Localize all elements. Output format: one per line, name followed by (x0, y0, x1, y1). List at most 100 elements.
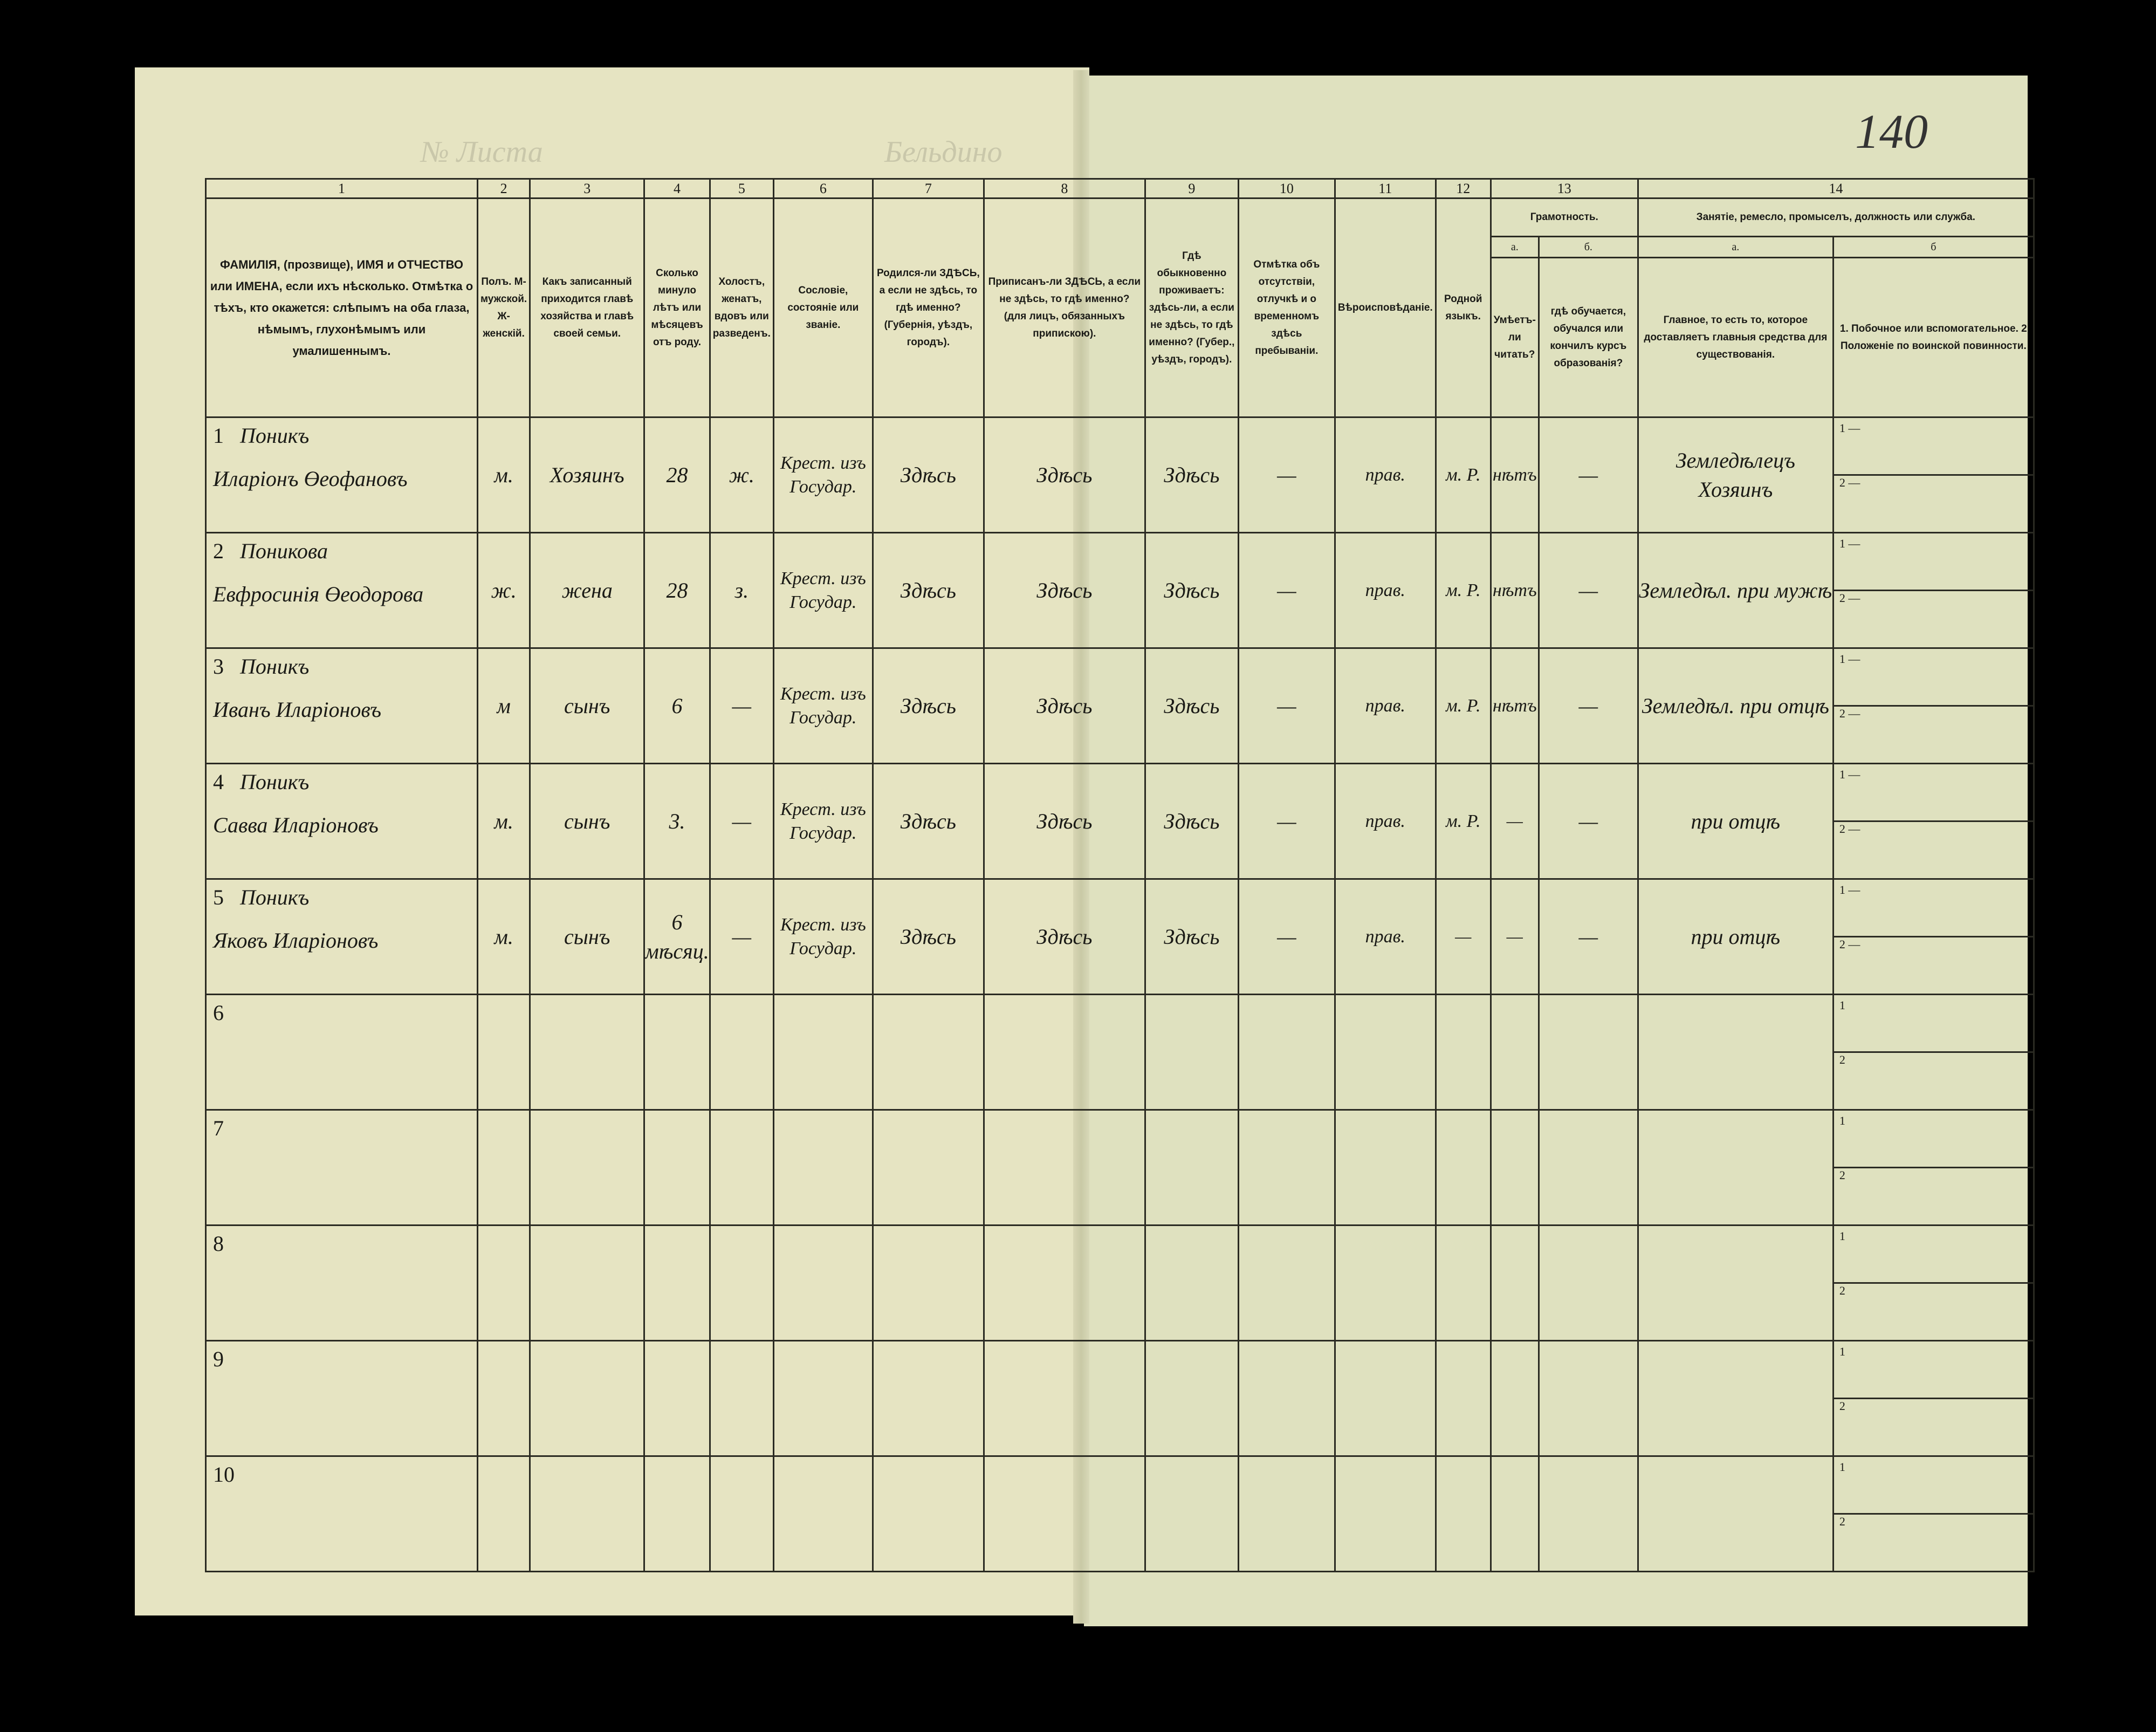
row-number: 5 (213, 885, 224, 909)
table-row: 3 Поникъ Иванъ Иларіоновъ м сынъ 6— Крест. из… (205, 647, 2035, 764)
occupation-cell: Земледѣл. при отцѣ (1637, 647, 1834, 764)
table-row: 2 Поникова Евфросинія Өеодорова ж. жена 28 з.… (205, 532, 2035, 649)
literate-cell (1489, 1455, 1540, 1572)
table-row: 1 Поникъ Иларіонъ Өеофановъ м. Хозяинъ 28 ж. К… (205, 416, 2035, 533)
military-status-2: 2 — (1839, 476, 1860, 489)
literate-cell (1489, 994, 1540, 1111)
header-can-read: Умѣетъ-ли читать? (1489, 257, 1540, 418)
row-number: 2 (213, 539, 224, 563)
faint-village-name: Бельдино (884, 135, 1003, 169)
estate-cell: Крест. изъ Государ. (772, 763, 874, 880)
age-cell: 28 (643, 416, 711, 533)
census-table: 1 2 3 4 5 6 7 8 9 10 11 12 13 14 ФАМИЛІЯ… (205, 178, 2035, 1572)
given-names: Евфросинія Өеодорова (213, 582, 424, 606)
side-occupation-1: 1 — (1834, 652, 2033, 707)
registered-cell: Здѣсь (983, 763, 1146, 880)
age-cell (643, 1109, 711, 1226)
relation-cell: сынъ (529, 763, 646, 880)
name-first-line: 9 (213, 1345, 470, 1374)
sex-cell (476, 1224, 531, 1341)
language-cell: м. Р. (1434, 763, 1492, 880)
education-cell: — (1537, 416, 1639, 533)
relation-cell: жена (529, 532, 646, 649)
marital-cell (709, 1340, 774, 1457)
side-occupation-cell: 1 2 (1832, 1455, 2035, 1572)
born-cell: Здѣсь (871, 416, 985, 533)
name-first-line: 4 Поникъ (213, 768, 470, 797)
col-num: 11 (1334, 178, 1437, 199)
resides-cell (1144, 1224, 1239, 1341)
literate-cell: нѣтъ (1489, 647, 1540, 764)
sex-cell (476, 1109, 531, 1226)
header-occupation: Занятіе, ремесло, промыселъ, должность и… (1637, 197, 2035, 237)
education-cell: — (1537, 647, 1639, 764)
military-status-2: 2 (1839, 1168, 1845, 1182)
marital-cell: з. (709, 532, 774, 649)
side-occupation-cell: 1 2 (1832, 994, 2035, 1111)
side-occupation-cell: 1 2 (1832, 1109, 2035, 1226)
religion-cell: прав. (1334, 416, 1437, 533)
row-number: 4 (213, 770, 224, 794)
education-cell: — (1537, 532, 1639, 649)
header-side-occupation: 1. Побочное или вспомогательное. 2 Полож… (1832, 257, 2035, 418)
literate-cell (1489, 1224, 1540, 1341)
education-cell: — (1537, 763, 1639, 880)
col-num: 14 (1637, 178, 2035, 199)
estate-cell (772, 1340, 874, 1457)
name-cell: 2 Поникова Евфросинія Өеодорова (205, 532, 478, 649)
col-num: 8 (983, 178, 1146, 199)
side-occupation-cell: 1 2 (1832, 1340, 2035, 1457)
age-cell (643, 1455, 711, 1572)
registered-cell (983, 1455, 1146, 1572)
header-literacy: Грамотность. (1489, 197, 1639, 237)
table-row: 4 Поникъ Савва Иларіоновъ м. сынъ 3. — Крест. … (205, 763, 2035, 880)
side-occupation-cell: 1 — 2 — (1832, 878, 2035, 995)
name-cell: 5 Поникъ Яковъ Иларіоновъ (205, 878, 478, 995)
name-cell: 8 (205, 1224, 478, 1341)
row-number: 1 (213, 423, 224, 448)
subheader-row: Умѣетъ-ли читать? гдѣ обучается, обучалс… (206, 257, 2035, 418)
born-cell (871, 1224, 985, 1341)
language-cell (1434, 1340, 1492, 1457)
registered-cell (983, 994, 1146, 1111)
sub-letter: б. (1537, 236, 1639, 258)
header-language: Родной языкъ. (1434, 197, 1492, 418)
relation-cell (529, 994, 646, 1111)
name-first-line: 3 Поникъ (213, 652, 470, 681)
faint-sheet-label: № Листа (421, 135, 543, 169)
side-occupation-cell: 1 — 2 — (1832, 416, 2035, 533)
sub-letter: б (1832, 236, 2035, 258)
occupation-cell (1637, 1224, 1834, 1341)
age-cell: 6 (643, 647, 711, 764)
resides-cell: Здѣсь (1144, 763, 1239, 880)
literate-cell (1489, 1109, 1540, 1226)
col-num: 9 (1144, 178, 1239, 199)
side-occupation-cell: 1 — 2 — (1832, 647, 2035, 764)
name-cell: 6 (205, 994, 478, 1111)
sex-cell (476, 994, 531, 1111)
occupation-cell: Земледѣлецъ Хозяинъ (1637, 416, 1834, 533)
religion-cell: прав. (1334, 647, 1437, 764)
language-cell (1434, 1455, 1492, 1572)
name-first-line: 5 Поникъ (213, 883, 470, 912)
name-cell: 10 (205, 1455, 478, 1572)
side-occupation-cell: 1 2 (1832, 1224, 2035, 1341)
header-absence: Отмѣтка объ отсутствіи, отлучкѣ и о врем… (1237, 197, 1336, 418)
side-occupation-1: 1 — (1834, 768, 2033, 822)
column-header-row: ФАМИЛІЯ, (прозвище), ИМЯ и ОТЧЕСТВО или … (205, 197, 2035, 418)
estate-cell (772, 994, 874, 1111)
col-num: 5 (709, 178, 774, 199)
side-occupation-1: 1 — (1834, 537, 2033, 591)
absence-cell: — (1237, 647, 1336, 764)
name-cell: 1 Поникъ Иларіонъ Өеофановъ (205, 416, 478, 533)
surname: Поникъ (240, 885, 310, 909)
occupation-cell (1637, 1109, 1834, 1226)
registered-cell: Здѣсь (983, 647, 1146, 764)
occupation-cell: при отцѣ (1637, 763, 1834, 880)
born-cell: Здѣсь (871, 532, 985, 649)
absence-cell: — (1237, 878, 1336, 995)
literate-cell: нѣтъ (1489, 416, 1540, 533)
col-num: 7 (871, 178, 985, 199)
name-first-line: 10 (213, 1460, 470, 1489)
sub-letter: а. (1637, 236, 1834, 258)
